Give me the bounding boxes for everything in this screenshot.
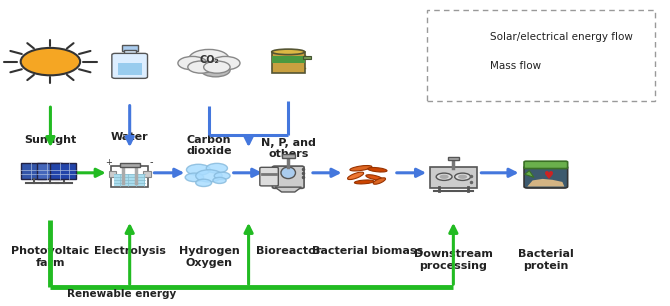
Circle shape xyxy=(458,175,467,179)
Ellipse shape xyxy=(350,166,372,171)
Ellipse shape xyxy=(368,167,387,172)
Circle shape xyxy=(21,48,80,75)
Text: Bacterial biomass: Bacterial biomass xyxy=(312,246,423,256)
Circle shape xyxy=(440,175,449,179)
Ellipse shape xyxy=(366,175,383,180)
Text: Bioreactor: Bioreactor xyxy=(255,246,321,256)
FancyBboxPatch shape xyxy=(122,46,137,51)
Circle shape xyxy=(186,164,210,175)
FancyBboxPatch shape xyxy=(272,56,305,63)
Text: -: - xyxy=(149,157,153,167)
FancyBboxPatch shape xyxy=(260,167,278,186)
Polygon shape xyxy=(525,171,534,177)
Circle shape xyxy=(214,172,230,180)
FancyBboxPatch shape xyxy=(281,154,295,158)
FancyBboxPatch shape xyxy=(50,163,76,179)
Text: +: + xyxy=(105,158,112,167)
Ellipse shape xyxy=(272,49,305,54)
Text: Carbon
dioxide: Carbon dioxide xyxy=(186,135,232,156)
Circle shape xyxy=(196,170,222,182)
Circle shape xyxy=(189,50,228,68)
Circle shape xyxy=(188,61,214,73)
Circle shape xyxy=(455,173,470,181)
FancyBboxPatch shape xyxy=(118,63,141,75)
Text: Mass flow: Mass flow xyxy=(490,61,541,71)
FancyBboxPatch shape xyxy=(448,157,459,160)
FancyBboxPatch shape xyxy=(524,166,567,188)
Ellipse shape xyxy=(348,172,364,180)
Ellipse shape xyxy=(281,167,295,179)
Circle shape xyxy=(185,173,204,182)
Text: Sunlight: Sunlight xyxy=(24,135,76,145)
Text: Water: Water xyxy=(111,132,149,142)
FancyBboxPatch shape xyxy=(272,52,305,73)
FancyBboxPatch shape xyxy=(115,174,145,186)
Polygon shape xyxy=(275,187,302,192)
Text: Photovoltaic
farm: Photovoltaic farm xyxy=(11,246,90,267)
FancyBboxPatch shape xyxy=(38,163,62,179)
Circle shape xyxy=(206,163,227,173)
FancyBboxPatch shape xyxy=(120,163,139,167)
FancyBboxPatch shape xyxy=(524,161,567,169)
Bar xyxy=(143,171,151,177)
Circle shape xyxy=(436,173,452,181)
FancyBboxPatch shape xyxy=(111,166,148,187)
Text: Renewable energy: Renewable energy xyxy=(67,289,176,300)
Text: ♥: ♥ xyxy=(544,171,554,181)
Circle shape xyxy=(196,179,212,187)
Polygon shape xyxy=(527,179,564,187)
Text: Bacterial
protein: Bacterial protein xyxy=(518,249,574,271)
Bar xyxy=(303,55,311,58)
Circle shape xyxy=(201,63,230,77)
Text: Electrolysis: Electrolysis xyxy=(94,246,165,256)
Bar xyxy=(109,171,117,177)
Circle shape xyxy=(178,56,207,70)
FancyBboxPatch shape xyxy=(427,10,655,101)
FancyBboxPatch shape xyxy=(112,53,147,78)
Ellipse shape xyxy=(373,178,385,184)
Circle shape xyxy=(213,177,226,184)
Ellipse shape xyxy=(354,180,374,184)
Text: N, P, and
others: N, P, and others xyxy=(261,138,316,159)
Text: CO₂: CO₂ xyxy=(199,55,219,65)
FancyBboxPatch shape xyxy=(124,50,135,56)
Text: Hydrogen
Oxygen: Hydrogen Oxygen xyxy=(179,246,239,267)
FancyBboxPatch shape xyxy=(429,167,477,188)
FancyBboxPatch shape xyxy=(21,163,46,179)
Text: Solar/electrical energy flow: Solar/electrical energy flow xyxy=(490,32,632,42)
Text: Downstream
processing: Downstream processing xyxy=(414,249,493,271)
FancyBboxPatch shape xyxy=(273,166,304,188)
Circle shape xyxy=(204,61,230,73)
Circle shape xyxy=(211,56,240,70)
